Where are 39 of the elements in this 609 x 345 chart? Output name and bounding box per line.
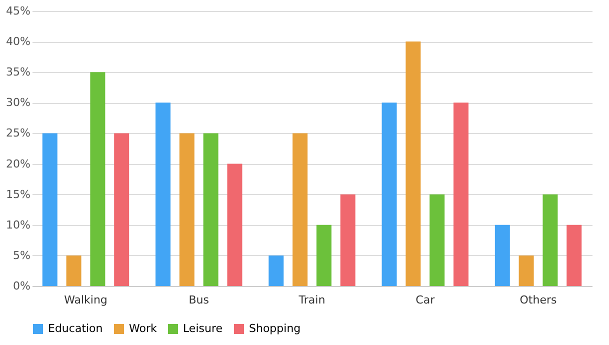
y-tick-label: 15% — [6, 188, 30, 201]
bar — [227, 164, 242, 286]
y-tick-label: 5% — [13, 248, 30, 262]
x-tick-label: Walking — [64, 294, 108, 306]
y-tick-label: 40% — [6, 35, 30, 48]
bar — [316, 224, 332, 286]
legend-label: Work — [129, 322, 158, 335]
y-tick-label: 45% — [6, 4, 30, 18]
x-tick-label: Bus — [188, 294, 210, 306]
bar — [453, 102, 468, 286]
bar — [203, 133, 218, 286]
bar — [90, 72, 106, 286]
bar — [494, 224, 510, 286]
bar — [542, 194, 558, 286]
bar — [268, 255, 284, 286]
bar — [518, 255, 534, 286]
bar — [179, 133, 194, 286]
y-tick-label: 10% — [6, 218, 30, 232]
y-tick-label: 30% — [6, 96, 30, 110]
bar — [66, 255, 82, 286]
legend-label: Shopping — [249, 322, 301, 335]
y-tick-label: 25% — [6, 126, 30, 140]
bar — [114, 133, 130, 286]
legend-label: Leisure — [183, 322, 223, 335]
bar — [42, 133, 58, 286]
bar — [292, 133, 308, 286]
bar — [382, 102, 397, 286]
y-tick-label: 35% — [6, 66, 30, 79]
bar — [406, 42, 421, 286]
x-tick-label: Car — [416, 294, 436, 306]
bar — [566, 224, 582, 286]
y-tick-label: 0% — [13, 280, 30, 292]
bar — [340, 194, 356, 286]
bar — [156, 102, 171, 286]
y-tick-label: 20% — [6, 157, 30, 170]
legend-label: Education — [48, 322, 103, 335]
x-tick-label: Others — [520, 294, 558, 306]
bar — [430, 194, 445, 286]
x-tick-label: Train — [298, 294, 326, 306]
